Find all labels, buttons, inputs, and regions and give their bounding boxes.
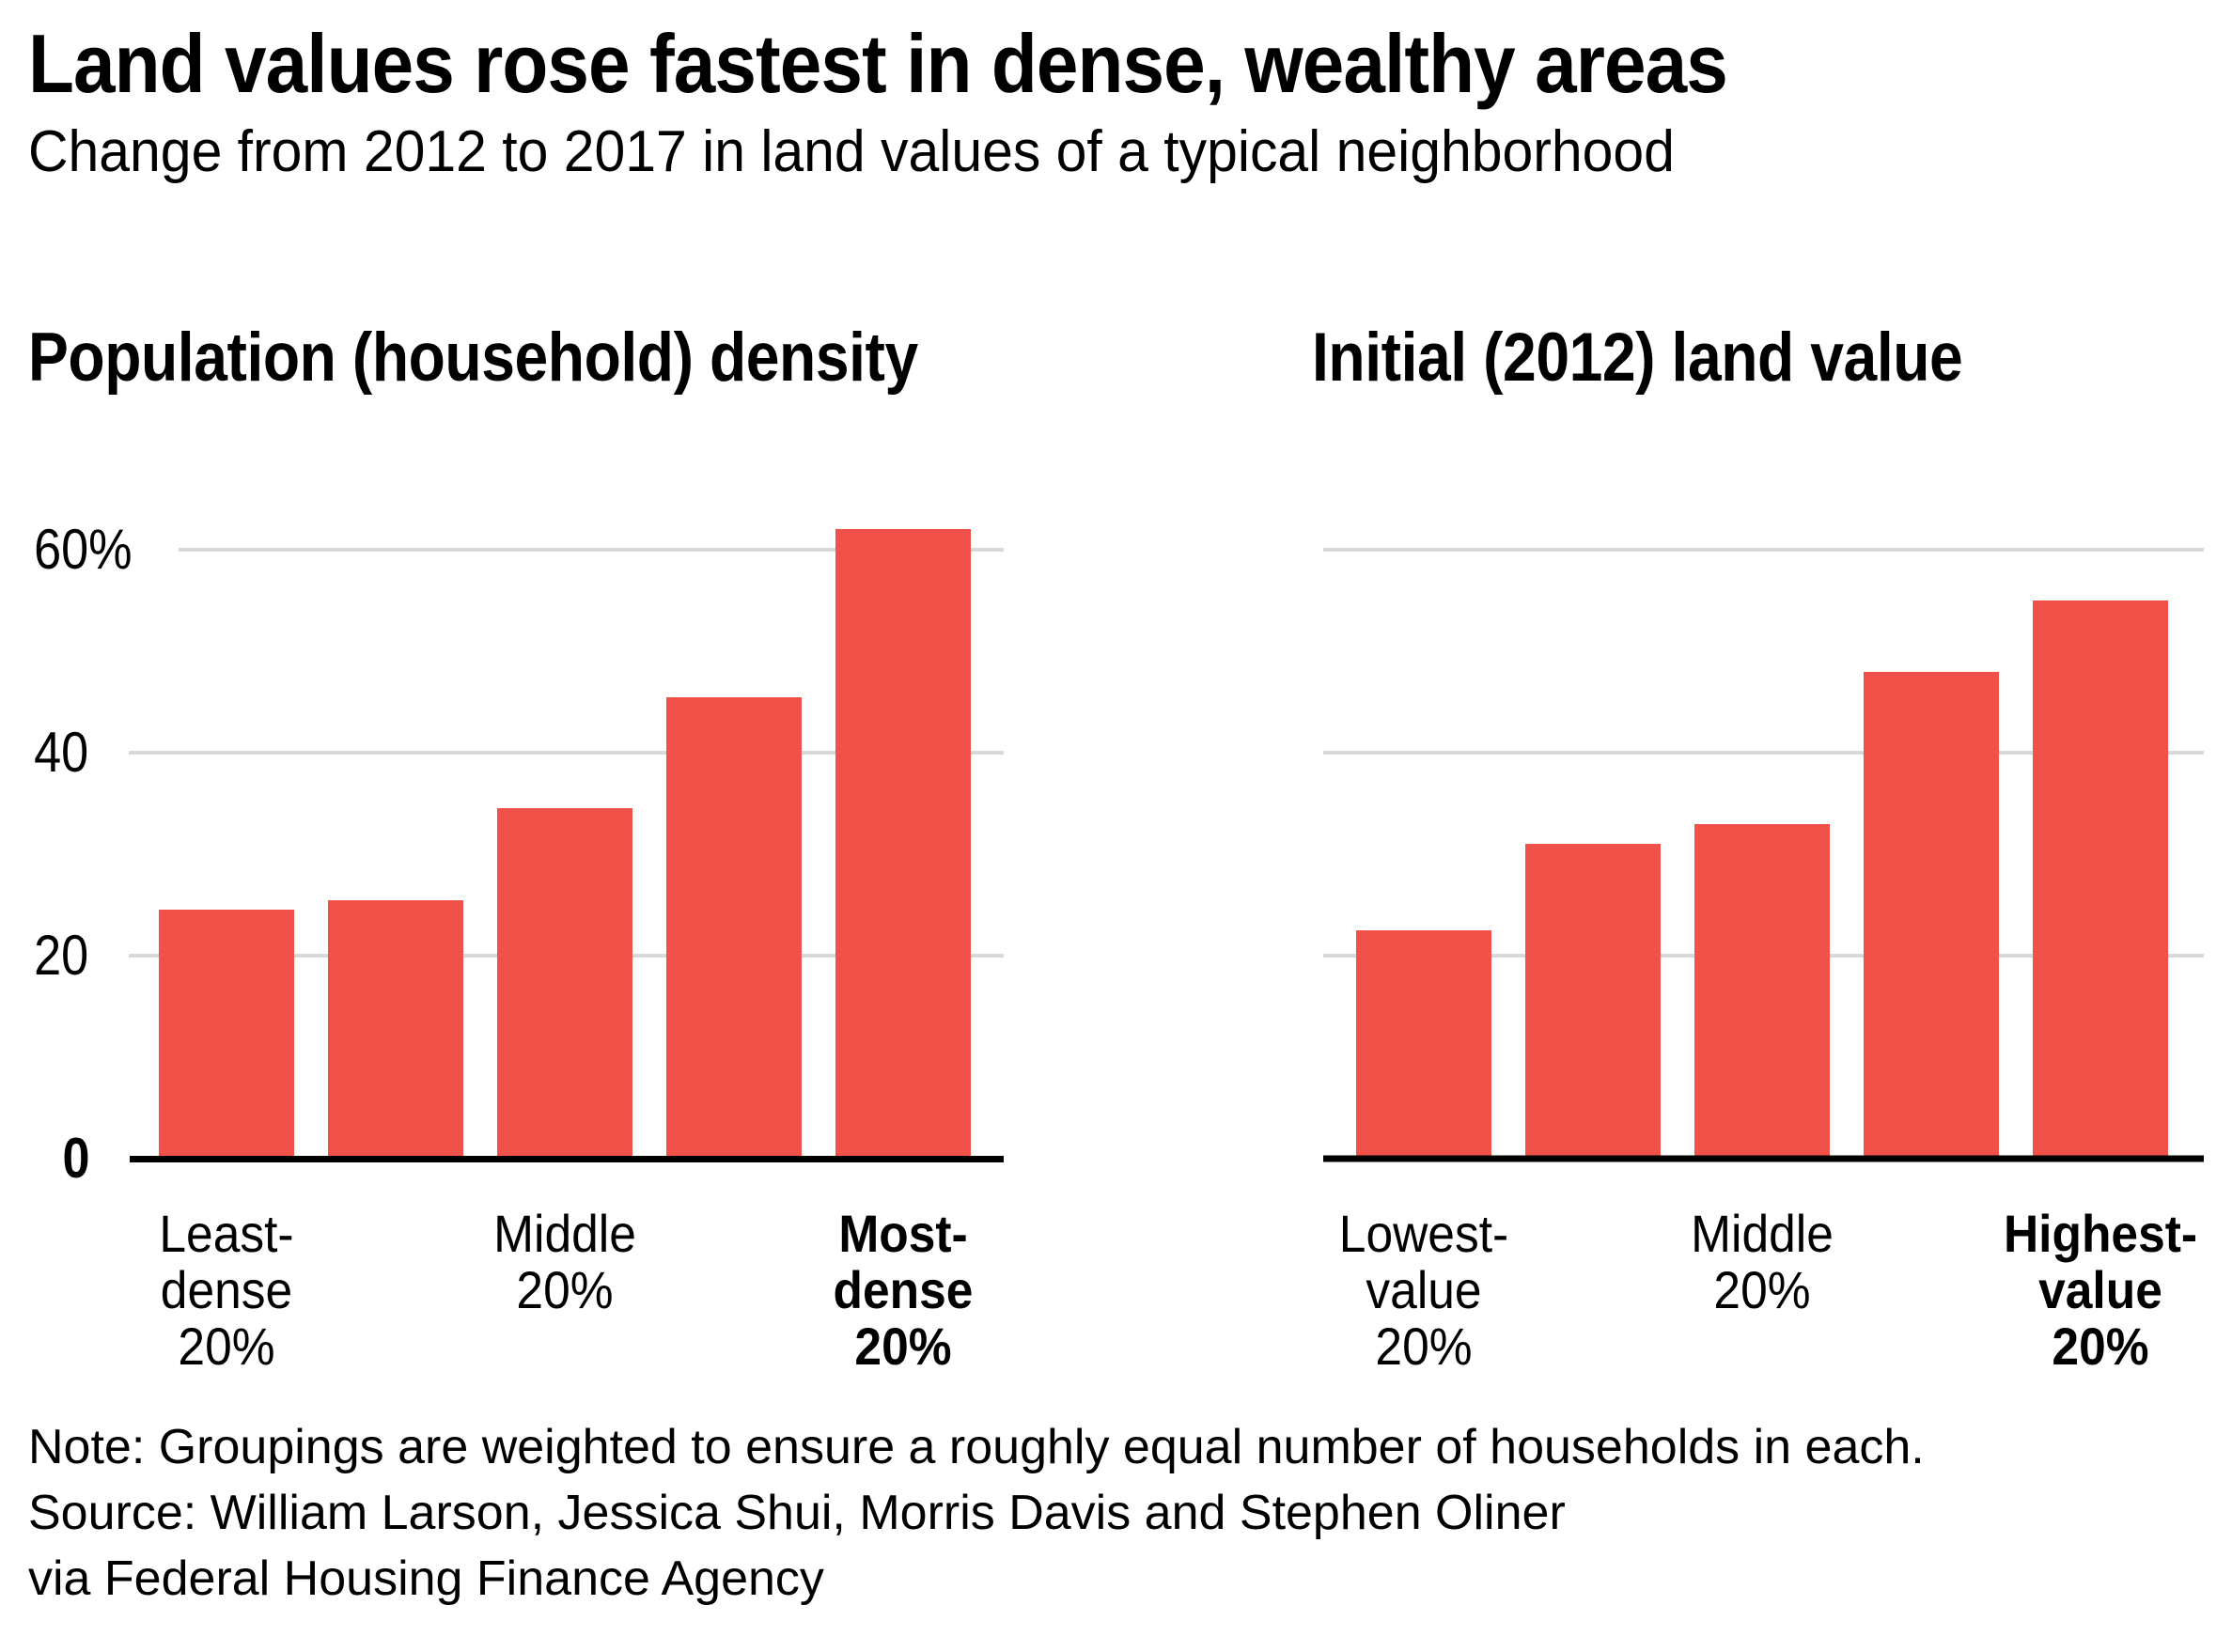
bar-series-4 <box>1864 671 1999 1159</box>
page-title: Land values rose fastest in dense, wealt… <box>28 17 1728 110</box>
gridline <box>1323 751 2204 755</box>
chart-title-population-density: Population (household) density <box>28 319 918 396</box>
via-line: via Federal Housing Finance Agency <box>28 1551 824 1606</box>
gridline <box>1323 548 2204 552</box>
x-tick-label-line: dense <box>160 1260 293 1319</box>
x-tick-label: Lowest-value 20% <box>1286 1206 1562 1375</box>
x-tick-label-line: 20% <box>854 1317 952 1376</box>
bar-middle-20 <box>1694 823 1830 1159</box>
gridline-row: 60% <box>28 519 1004 581</box>
bar-lowest-value-20 <box>1356 930 1491 1159</box>
x-tick-label-line: 20% <box>1713 1260 1811 1319</box>
x-axis-labels-population-density: Least-dense 20% Middle 20% Most-dense 20% <box>28 1206 1004 1422</box>
gridline <box>128 751 1004 755</box>
plot-area-population-density: 60% 40 20 0 <box>28 499 1004 1190</box>
x-tick-label: Least-dense 20% <box>88 1206 365 1375</box>
axis-baseline <box>130 1155 1004 1162</box>
x-tick-label-line: Highest- <box>2003 1204 2198 1263</box>
x-tick-label-line: Most- <box>838 1204 968 1263</box>
bar-highest-value-20 <box>2033 600 2168 1159</box>
x-axis-baseline-row: 0 <box>28 1128 1004 1190</box>
bar-series-2 <box>1525 844 1661 1159</box>
plot-area-initial-land-value <box>1323 499 2204 1162</box>
x-tick-label: Middle 20% <box>427 1206 703 1318</box>
bar-most-dense-20 <box>835 529 971 1159</box>
x-tick-label-line: Least- <box>159 1204 294 1263</box>
note-line: Note: Groupings are weighted to ensure a… <box>28 1420 1925 1474</box>
bar-middle-20 <box>497 808 632 1159</box>
chart-title-initial-land-value: Initial (2012) land value <box>1312 319 1963 396</box>
x-tick-label-line: Lowest- <box>1338 1204 1509 1263</box>
x-tick-label-line: value <box>1366 1260 1482 1319</box>
y-tick-label: 0 <box>62 1127 90 1190</box>
x-tick-label-line: value <box>2038 1260 2162 1319</box>
axis-baseline <box>1323 1155 2204 1162</box>
y-tick-label: 40 <box>34 721 89 784</box>
bar-least-dense-20 <box>159 910 294 1159</box>
x-tick-label-line: 20% <box>516 1260 614 1319</box>
gridline-row <box>1323 548 2204 552</box>
y-tick-label: 20 <box>34 924 89 987</box>
x-tick-label-line: Middle <box>1691 1204 1834 1263</box>
chart-initial-land-value: Initial (2012) land value Lowest-value 20… <box>1312 323 2204 1432</box>
x-tick-label-line: 20% <box>1375 1317 1473 1376</box>
x-tick-label: Middle 20% <box>1624 1206 1900 1318</box>
x-tick-label: Most-dense 20% <box>765 1206 1041 1375</box>
footnotes: Note: Groupings are weighted to ensure a… <box>28 1414 1925 1612</box>
x-tick-label-line: 20% <box>2052 1317 2149 1376</box>
bar-series-2 <box>328 899 463 1159</box>
gridline-row <box>1323 751 2204 755</box>
y-tick-label: 60% <box>34 518 133 581</box>
source-line: Source: William Larson, Jessica Shui, Mo… <box>28 1486 1566 1540</box>
x-tick-label-line: Middle <box>493 1204 636 1263</box>
gridline-row: 40 <box>28 722 1004 784</box>
x-tick-label: Highest-value 20% <box>1962 1206 2232 1375</box>
x-axis-baseline-row <box>1323 1155 2204 1162</box>
x-tick-label-line: dense <box>833 1260 974 1319</box>
x-tick-label-line: 20% <box>178 1317 275 1376</box>
bar-series-4 <box>666 696 802 1159</box>
x-axis-labels-initial-land-value: Lowest-value 20% Middle 20% Highest-value 20% <box>1323 1206 2204 1422</box>
page-subtitle: Change from 2012 to 2017 in land values … <box>28 119 1675 184</box>
chart-population-density: Population (household) density 60% 40 20 0 … <box>28 323 1004 1432</box>
gridline <box>179 548 1004 552</box>
